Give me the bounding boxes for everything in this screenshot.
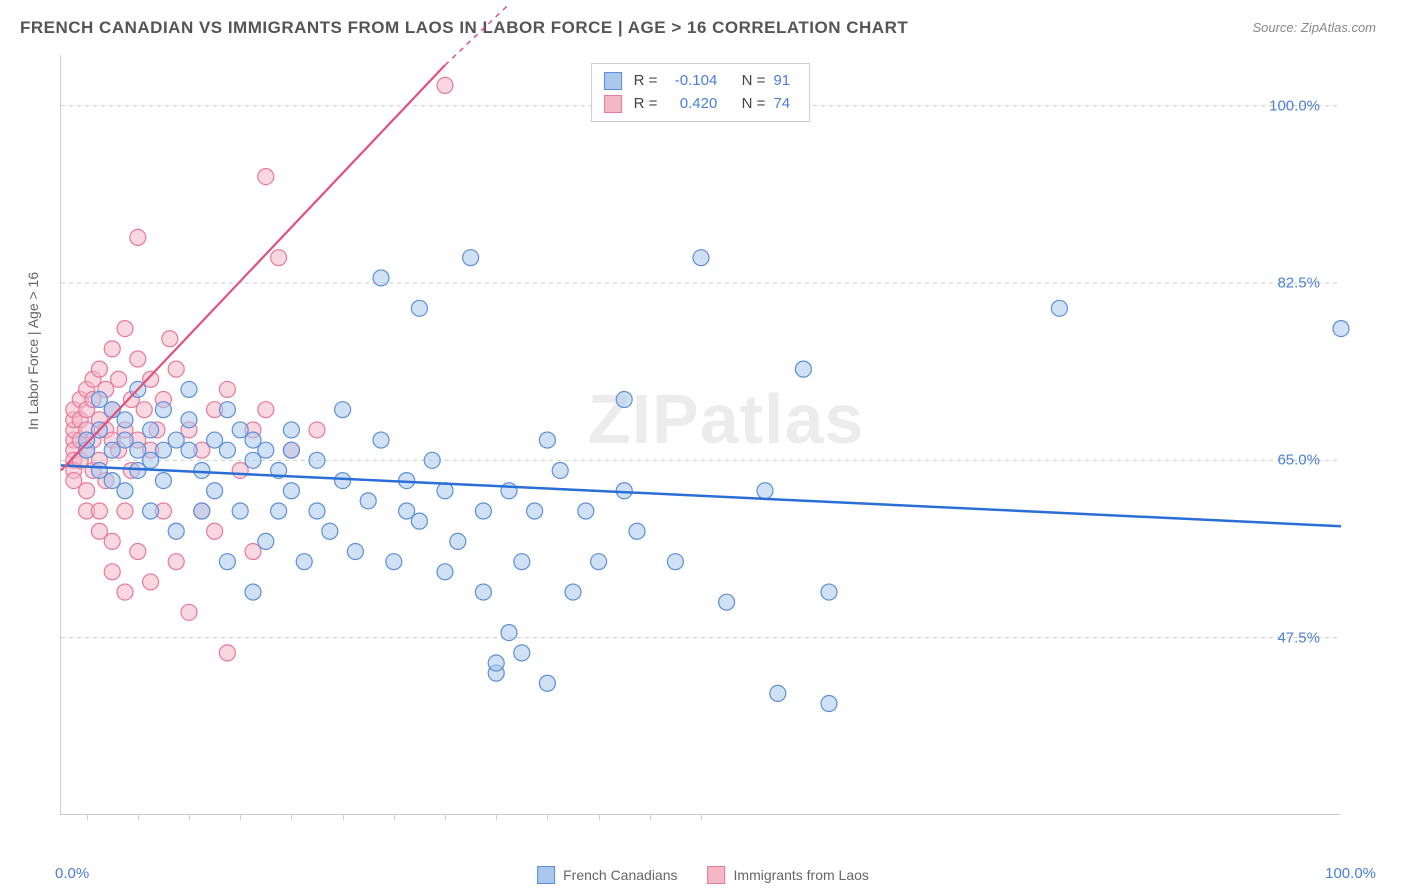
- stats-box: R = -0.104 N = 91 R = 0.420 N = 74: [591, 63, 811, 122]
- legend-item-2: Immigrants from Laos: [708, 866, 869, 884]
- legend-item-1: French Canadians: [537, 866, 677, 884]
- r-label: R =: [634, 70, 658, 93]
- x-tick-mark: [138, 814, 139, 820]
- x-tick-mark: [87, 814, 88, 820]
- y-axis-label: In Labor Force | Age > 16: [25, 272, 41, 430]
- chart-title: FRENCH CANADIAN VS IMMIGRANTS FROM LAOS …: [20, 18, 908, 38]
- x-tick-mark: [496, 814, 497, 820]
- legend-bottom: French Canadians Immigrants from Laos: [537, 866, 869, 884]
- n-value-1: 91: [773, 70, 797, 93]
- y-tick-label: 82.5%: [1277, 275, 1320, 292]
- stats-row-2: R = 0.420 N = 74: [604, 93, 798, 116]
- legend-label-2: Immigrants from Laos: [734, 867, 869, 883]
- x-tick-mark: [650, 814, 651, 820]
- chart-svg: [61, 55, 1340, 814]
- x-tick-mark: [599, 814, 600, 820]
- x-tick-mark: [445, 814, 446, 820]
- n-value-2: 74: [773, 93, 797, 116]
- stats-swatch-2: [604, 95, 622, 113]
- r-value-2: 0.420: [665, 93, 717, 116]
- x-tick-left: 0.0%: [55, 865, 89, 882]
- x-tick-mark: [291, 814, 292, 820]
- x-tick-mark: [547, 814, 548, 820]
- x-tick-mark: [701, 814, 702, 820]
- y-tick-label: 65.0%: [1277, 452, 1320, 469]
- y-tick-label: 100.0%: [1269, 97, 1320, 114]
- stats-swatch-1: [604, 72, 622, 90]
- n-label: N =: [742, 70, 766, 93]
- legend-swatch-2: [708, 866, 726, 884]
- r-label: R =: [634, 93, 658, 116]
- plot-area: ZIPatlas R = -0.104 N = 91 R = 0.420 N =…: [60, 55, 1340, 815]
- x-tick-mark: [394, 814, 395, 820]
- legend-label-1: French Canadians: [563, 867, 677, 883]
- legend-swatch-1: [537, 866, 555, 884]
- n-label: N =: [742, 93, 766, 116]
- x-tick-right: 100.0%: [1325, 865, 1376, 882]
- x-tick-mark: [240, 814, 241, 820]
- x-tick-mark: [343, 814, 344, 820]
- y-tick-label: 47.5%: [1277, 629, 1320, 646]
- x-tick-mark: [189, 814, 190, 820]
- source-label: Source: ZipAtlas.com: [1252, 20, 1376, 35]
- stats-row-1: R = -0.104 N = 91: [604, 70, 798, 93]
- r-value-1: -0.104: [665, 70, 717, 93]
